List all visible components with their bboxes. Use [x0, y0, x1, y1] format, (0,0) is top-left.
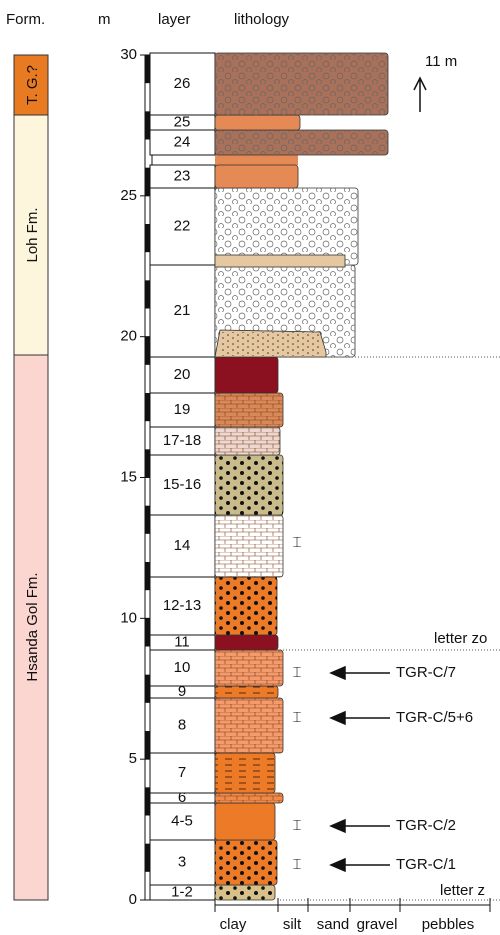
grain-label: silt — [283, 916, 302, 933]
lithology — [215, 165, 298, 188]
lithology — [215, 357, 278, 393]
layer-label: 17-18 — [163, 432, 201, 449]
thickness-note: 11 m — [425, 53, 457, 70]
lithology-pattern — [215, 686, 278, 698]
layer-label: 3 — [178, 853, 186, 870]
formation-label: Loh Fm. — [24, 207, 41, 262]
sample-label: TGR-C/7 — [396, 664, 456, 681]
layer-label: 20 — [174, 366, 191, 383]
header-formation: Form. — [6, 11, 45, 28]
lithology-pattern — [215, 840, 277, 885]
header-meters: m — [98, 11, 111, 28]
lithology-pattern — [215, 793, 283, 803]
sample-label: TGR-C/5+6 — [396, 709, 473, 726]
grain-label: gravel — [357, 916, 398, 933]
stratigraphic-column: Form. m layer lithology T. G.? Loh Fm. H… — [0, 0, 500, 935]
layer-label: 14 — [174, 537, 191, 554]
lithology-pattern — [215, 885, 275, 900]
tick-label: 20 — [120, 328, 137, 345]
lithology-pattern — [215, 455, 283, 515]
header-lithology: lithology — [234, 11, 290, 28]
sample-label: TGR-C/1 — [396, 856, 456, 873]
layer-bg — [215, 155, 298, 165]
layer-label: 1-2 — [171, 883, 193, 900]
formation-label: Hsanda Gol Fm. — [24, 572, 41, 681]
up-arrow — [414, 78, 426, 112]
lithology-pattern — [215, 577, 277, 635]
layer-label: 21 — [174, 302, 191, 319]
sample-label: TGR-C/2 — [396, 817, 456, 834]
tick-label: 5 — [129, 750, 137, 767]
marker-label: letter zo — [434, 630, 487, 647]
layer-label: 25 — [174, 113, 191, 130]
fossil-icon: ⌶ — [292, 534, 301, 551]
layer-label: 4-5 — [171, 812, 193, 829]
tick-label: 30 — [120, 46, 137, 63]
header-layer: layer — [158, 11, 191, 28]
layer-label: 7 — [178, 764, 186, 781]
sand-texture — [222, 332, 322, 356]
tick-label: 15 — [120, 468, 137, 485]
layer-label: 10 — [174, 659, 191, 676]
sample-arrow — [331, 859, 390, 871]
lithology-pattern — [215, 393, 283, 427]
sample-arrow — [331, 667, 390, 679]
sample-arrow — [331, 820, 390, 832]
layer-label: 12-13 — [163, 597, 201, 614]
grain-label: pebbles — [422, 916, 475, 933]
formation-label: T. G.? — [24, 65, 41, 105]
layer-label: 26 — [174, 75, 191, 92]
fossil-icon: ⌶ — [292, 709, 301, 726]
tick-label: 0 — [129, 891, 137, 908]
fossil-icon: ⌶ — [292, 817, 301, 834]
lithology-pattern — [215, 515, 283, 577]
layer-label: 19 — [174, 401, 191, 418]
lithology — [215, 115, 300, 130]
lithology — [215, 635, 278, 650]
lithology-pattern — [215, 698, 283, 753]
lithology-pattern — [215, 130, 388, 155]
layer-label: 24 — [174, 133, 191, 150]
layer-label: 15-16 — [163, 476, 201, 493]
lithology-pattern — [215, 188, 358, 265]
grain-label: sand — [317, 916, 350, 933]
lithology-pattern — [215, 753, 275, 793]
layer-label: 23 — [174, 167, 191, 184]
layer-label: 22 — [174, 217, 191, 234]
grain-label: clay — [220, 916, 247, 933]
layer-label: 11 — [174, 633, 190, 650]
layer-label: 8 — [178, 716, 186, 733]
lithology-pattern — [215, 53, 388, 115]
marker-label: letter z — [440, 882, 485, 899]
sample-arrow — [331, 712, 390, 724]
lithology-pattern — [215, 650, 283, 686]
sand-band — [215, 255, 345, 267]
lithology-pattern — [215, 427, 280, 455]
lithology — [215, 803, 275, 840]
fossil-icon: ⌶ — [292, 664, 301, 681]
fossil-icon: ⌶ — [292, 856, 301, 873]
tick-label: 25 — [120, 187, 137, 204]
tick-label: 10 — [120, 609, 137, 626]
